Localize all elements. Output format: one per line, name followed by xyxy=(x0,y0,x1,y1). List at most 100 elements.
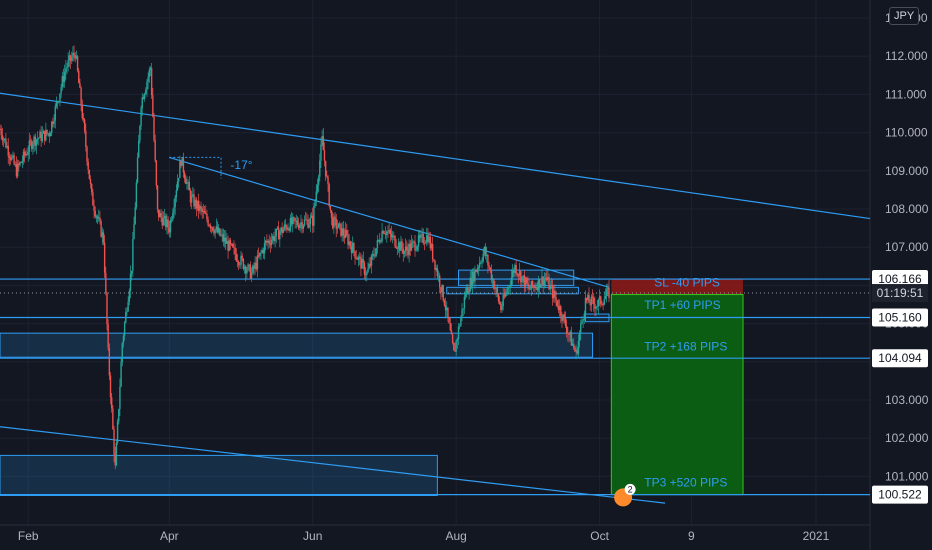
candle-body xyxy=(175,190,178,198)
candle-body xyxy=(180,161,182,166)
candle-body xyxy=(92,192,94,206)
candle-body xyxy=(361,259,363,269)
candle-body xyxy=(602,304,604,306)
candle-body xyxy=(341,228,343,236)
candle-body xyxy=(134,207,136,225)
currency-badge[interactable]: JPY xyxy=(889,7,920,25)
candle-body xyxy=(262,250,265,254)
candle-body xyxy=(511,270,514,278)
candle-body xyxy=(240,255,242,265)
candle-body xyxy=(429,236,431,249)
candle-body xyxy=(93,205,95,211)
candle-body xyxy=(136,157,139,183)
candle-body xyxy=(225,237,227,244)
candle-body xyxy=(369,263,372,266)
grid xyxy=(0,0,871,550)
candle-body xyxy=(66,66,68,69)
candle-body xyxy=(212,227,214,231)
candle-body xyxy=(400,241,402,251)
candle-body xyxy=(123,322,126,336)
candle-body xyxy=(500,303,502,310)
candle-body xyxy=(48,133,51,137)
candle-body xyxy=(547,277,549,281)
candle-body xyxy=(9,157,12,160)
candle-body xyxy=(82,118,85,120)
candle-body xyxy=(339,223,341,225)
range-box-mid xyxy=(446,286,579,295)
candle-body xyxy=(483,246,486,254)
candle-body xyxy=(350,246,353,253)
candle-body xyxy=(489,267,491,270)
candle-body xyxy=(299,224,301,229)
candle-body xyxy=(421,233,423,235)
candle-body xyxy=(167,219,169,228)
candle-body xyxy=(366,272,368,275)
y-tick-label: 109.000 xyxy=(885,164,929,178)
candle-body xyxy=(436,267,439,277)
candle-body xyxy=(168,227,170,233)
candle-body xyxy=(154,140,156,161)
candle-body xyxy=(138,140,140,158)
candle-body xyxy=(114,454,116,466)
candle-body xyxy=(399,242,401,251)
candle-body xyxy=(61,76,64,88)
candle-body xyxy=(476,268,479,272)
candle-body xyxy=(261,250,263,253)
tp1-price-tag: 105.160 xyxy=(878,310,922,324)
candle-body xyxy=(576,349,578,354)
candle-body xyxy=(232,243,234,248)
candle-body xyxy=(190,195,193,203)
support-zone-low xyxy=(0,454,438,497)
candle-body xyxy=(324,160,327,177)
candle-body xyxy=(481,261,483,263)
candle-body xyxy=(510,277,513,286)
candle-body xyxy=(178,177,180,182)
candle-body xyxy=(373,254,375,257)
candle-body xyxy=(368,263,370,269)
candle-body xyxy=(568,333,570,335)
y-tick-label: 102.000 xyxy=(885,431,929,445)
candle-body xyxy=(335,218,337,229)
candle-body xyxy=(162,217,165,226)
candle-body xyxy=(143,93,146,99)
candle-body xyxy=(229,240,232,245)
candle-body xyxy=(451,334,454,344)
candle-body xyxy=(265,240,267,244)
candle-body xyxy=(354,251,356,258)
price-axis[interactable]: 101.000102.000103.000104.000105.000106.0… xyxy=(872,11,929,504)
candle-body xyxy=(286,226,288,230)
candle-body xyxy=(11,156,13,160)
candle-body xyxy=(426,235,428,243)
candle-body xyxy=(431,244,434,259)
candle-body xyxy=(67,59,69,67)
candle-body xyxy=(129,273,132,291)
candle-body xyxy=(374,255,376,257)
time-axis[interactable]: Feb Apr Jun Aug Oct 9 2021 xyxy=(18,529,830,543)
candle-body xyxy=(488,265,490,268)
candle-body xyxy=(410,242,413,251)
candle-body xyxy=(308,224,310,228)
tp2-price-tag-bg xyxy=(872,349,928,368)
candle-body xyxy=(237,261,240,265)
y-tick-label: 112.000 xyxy=(885,49,928,63)
candle-body xyxy=(587,294,589,301)
candle-body xyxy=(396,248,399,249)
candle-body xyxy=(206,213,208,220)
candle-body xyxy=(527,283,529,285)
candle-body xyxy=(382,231,384,234)
trend-lines xyxy=(0,92,871,504)
candle-body xyxy=(443,300,446,306)
candle-body xyxy=(360,257,362,269)
candle-body xyxy=(65,68,67,73)
x-tick-label: 2021 xyxy=(803,529,830,543)
candle-body xyxy=(538,278,541,288)
x-tick-label: Aug xyxy=(445,529,466,543)
candle-body xyxy=(524,277,527,287)
candle-body xyxy=(260,252,262,254)
candle-body xyxy=(12,155,14,157)
candle-body xyxy=(469,277,471,292)
candle-body xyxy=(439,275,441,288)
candle-body xyxy=(346,230,348,235)
candle-body xyxy=(334,216,336,219)
